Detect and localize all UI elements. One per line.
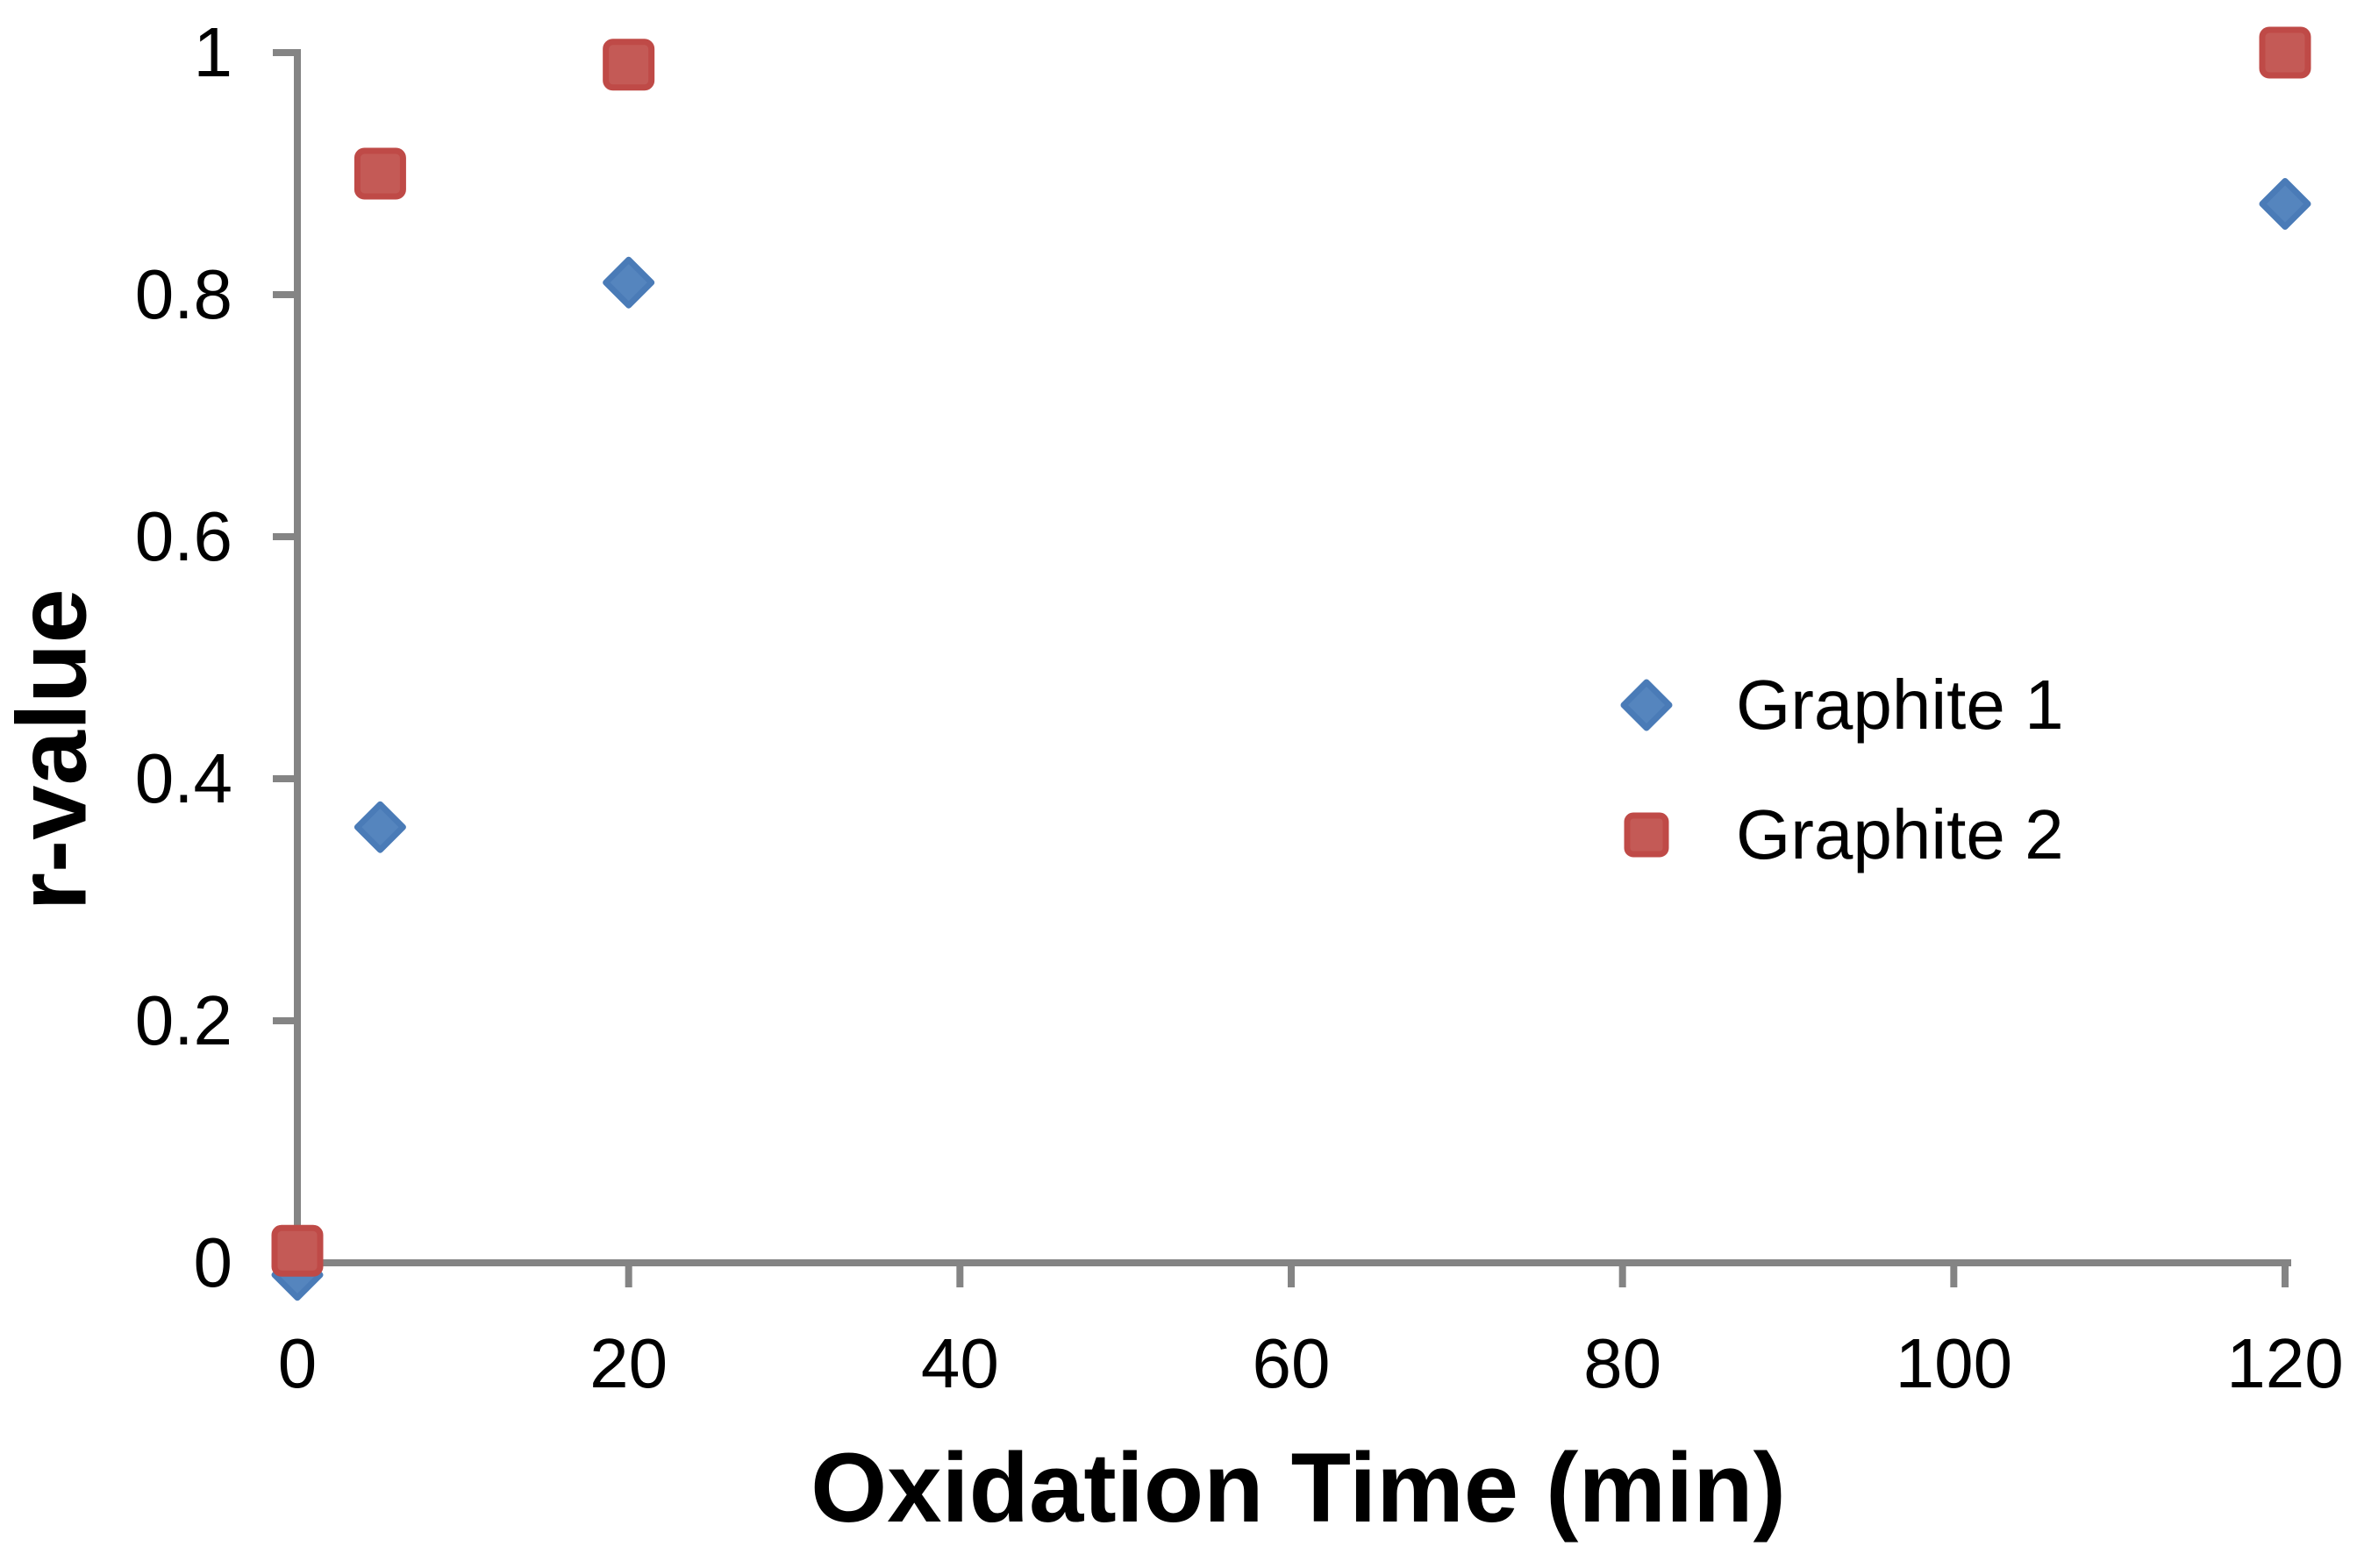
data-point-graphite-2: [2259, 26, 2311, 79]
data-point-graphite-2: [271, 1224, 324, 1277]
y-tick-mark: [273, 49, 294, 56]
x-axis-line: [294, 1259, 2291, 1266]
x-tick-label-100: 100: [1895, 1324, 2013, 1402]
data-point-graphite-1: [603, 256, 655, 309]
y-tick-mark: [273, 775, 294, 782]
x-tick-mark: [956, 1266, 964, 1287]
y-axis-line: [294, 49, 301, 1266]
y-axis-title-text: r-value: [0, 588, 107, 911]
x-tick-label-80: 80: [1583, 1324, 1662, 1402]
y-tick-mark: [273, 291, 294, 298]
legend-label: Graphite 1: [1736, 666, 2064, 744]
square-marker-glyph: [1624, 812, 1669, 858]
legend-label: Graphite 2: [1736, 795, 2064, 873]
x-tick-mark: [1288, 1266, 1295, 1287]
y-tick-mark: [273, 1017, 294, 1024]
legend-entry-graphite-2: Graphite 2: [1618, 782, 2064, 887]
x-tick-mark: [2282, 1266, 2289, 1287]
x-tick-label-20: 20: [589, 1324, 668, 1402]
y-tick-mark: [273, 533, 294, 540]
x-tick-mark: [625, 1266, 632, 1287]
y-tick-label-0.6: 0.6: [134, 497, 232, 575]
square-marker-shape: [1624, 812, 1669, 858]
x-tick-label-0: 0: [277, 1324, 318, 1402]
y-tick-label-0: 0: [193, 1223, 233, 1301]
y-tick-label-0.4: 0.4: [134, 739, 232, 817]
y-tick-label-0.2: 0.2: [134, 981, 232, 1059]
legend: Graphite 1 Graphite 2: [1618, 652, 2064, 887]
x-tick-mark: [1618, 1266, 1626, 1287]
data-point-graphite-1: [2259, 178, 2311, 230]
data-point-graphite-1: [354, 801, 406, 853]
data-point-graphite-2: [603, 39, 655, 91]
x-tick-label-120: 120: [2226, 1324, 2344, 1402]
x-tick-label-60: 60: [1252, 1324, 1331, 1402]
square-marker-icon: [1618, 812, 1675, 858]
diamond-marker-shape: [1620, 679, 1673, 731]
diamond-marker-glyph: [1620, 679, 1673, 731]
diamond-marker-icon: [1618, 679, 1675, 731]
y-tick-label-1: 1: [193, 13, 233, 91]
data-point-graphite-2: [354, 147, 406, 200]
y-tick-label-0.8: 0.8: [134, 255, 232, 333]
x-tick-mark: [1950, 1266, 1958, 1287]
legend-entry-graphite-1: Graphite 1: [1618, 652, 2064, 758]
x-tick-label-40: 40: [920, 1324, 999, 1402]
x-axis-title: Oxidation Time (min): [811, 1433, 1786, 1543]
